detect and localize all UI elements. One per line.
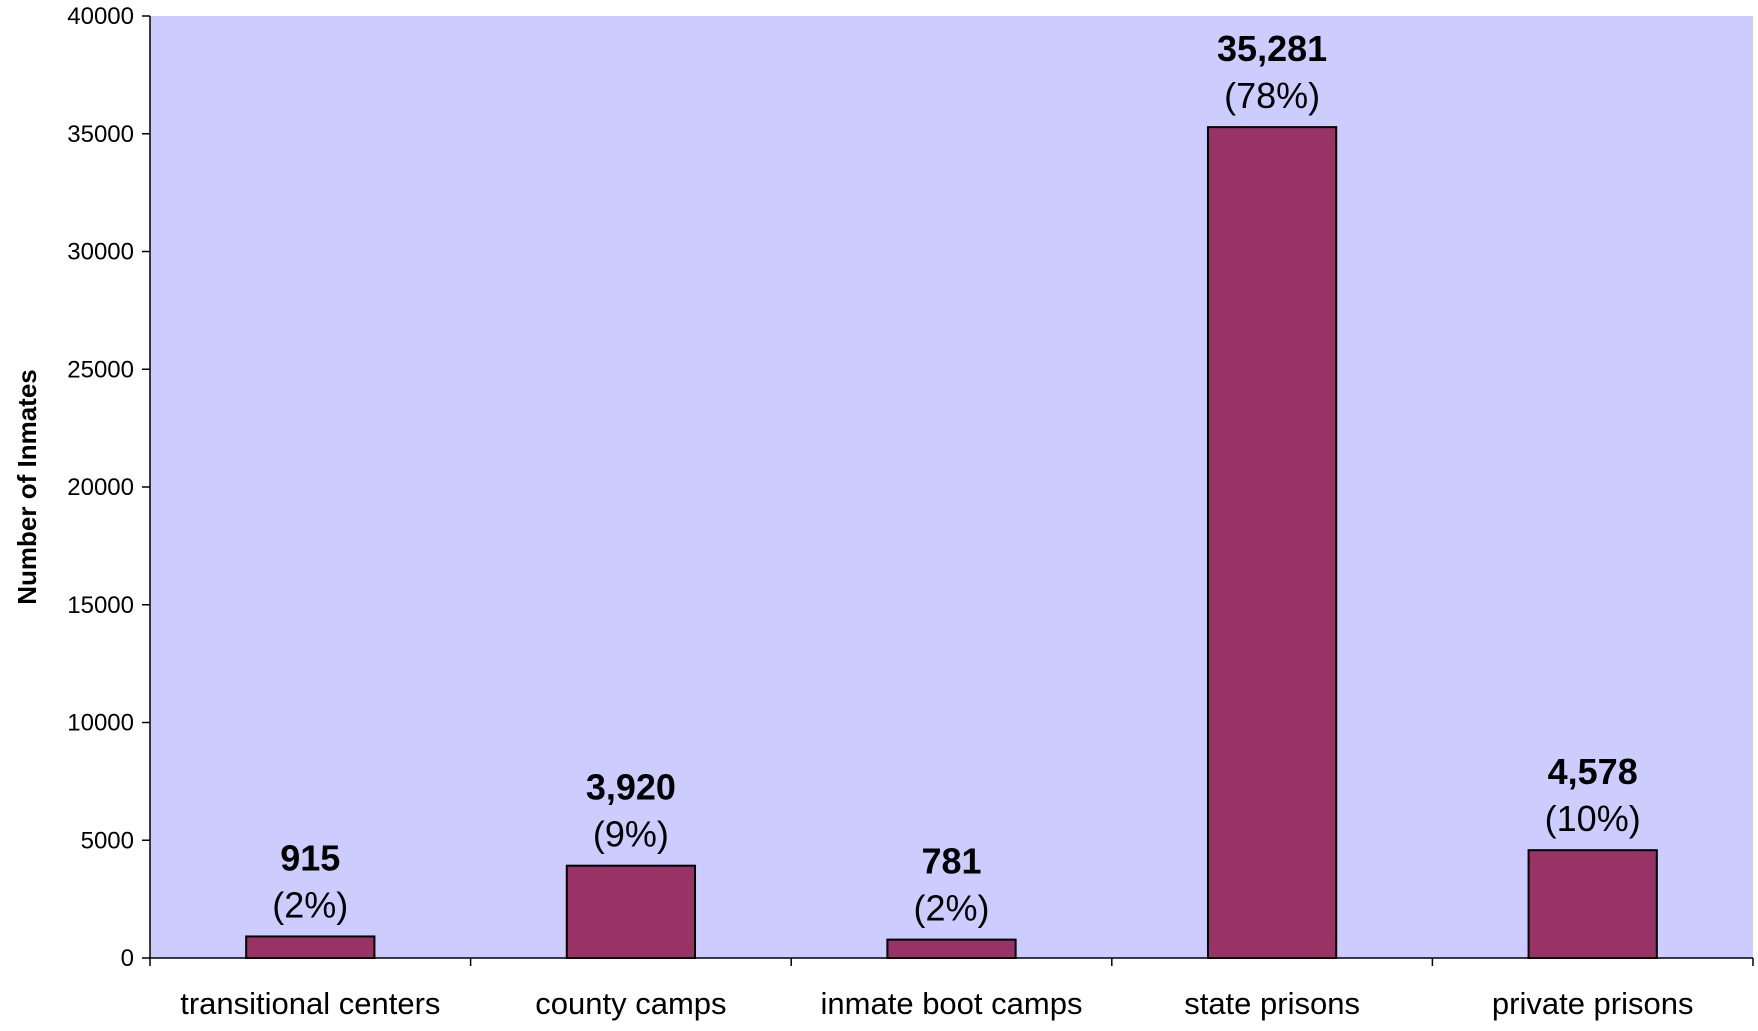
- x-axis-ticks: transitional centers county camps inmate b…: [149, 958, 1754, 1021]
- bar-percent-label: (9%): [593, 814, 669, 855]
- x-category-label: inmate boot camps: [821, 986, 1083, 1021]
- bar-percent-label: (2%): [272, 884, 348, 925]
- bar-value-label: 915: [280, 837, 340, 878]
- x-category-label: transitional centers: [180, 986, 440, 1021]
- y-tick-label: 20000: [67, 474, 134, 501]
- bar-state-prisons: [1206, 126, 1338, 959]
- bar-value-label: 35,281: [1217, 28, 1327, 69]
- data-labels-group: 915 (2%) 3,920 (9%) 781 (2%) 35,281 (78%) 4,578 (…: [272, 28, 1640, 928]
- y-tick-label: 30000: [67, 239, 134, 266]
- y-tick-label: 5000: [81, 827, 134, 854]
- y-tick-label: 25000: [67, 356, 134, 383]
- bar-county-camps: [565, 864, 697, 960]
- y-tick-label: 15000: [67, 592, 134, 619]
- x-category-label: private prisons: [1492, 986, 1694, 1021]
- plot-area: [150, 16, 1753, 958]
- y-axis-label: Number of Inmates: [12, 369, 42, 605]
- bar-inmate-boot-camps: [886, 938, 1017, 959]
- bar-value-label: 3,920: [586, 767, 676, 808]
- bar-percent-label: (78%): [1224, 75, 1320, 116]
- y-tick-label: 35000: [67, 121, 134, 148]
- x-category-label: state prisons: [1184, 986, 1360, 1021]
- x-category-label: county camps: [535, 986, 726, 1021]
- bar-transitional-centers: [245, 935, 376, 959]
- y-tick-label: 0: [121, 945, 134, 972]
- bar-percent-label: (2%): [913, 888, 989, 929]
- bars-group: [245, 126, 1658, 960]
- y-tick-label: 10000: [67, 710, 134, 737]
- bar-value-label: 4,578: [1548, 751, 1638, 792]
- bar-value-label: 781: [921, 841, 981, 882]
- y-axis-ticks: 0 5000 10000 15000 20000 25000 30000 35000 40000: [67, 3, 150, 972]
- y-tick-label: 40000: [67, 3, 134, 30]
- bar-percent-label: (10%): [1545, 798, 1641, 839]
- bar-private-prisons: [1527, 849, 1658, 960]
